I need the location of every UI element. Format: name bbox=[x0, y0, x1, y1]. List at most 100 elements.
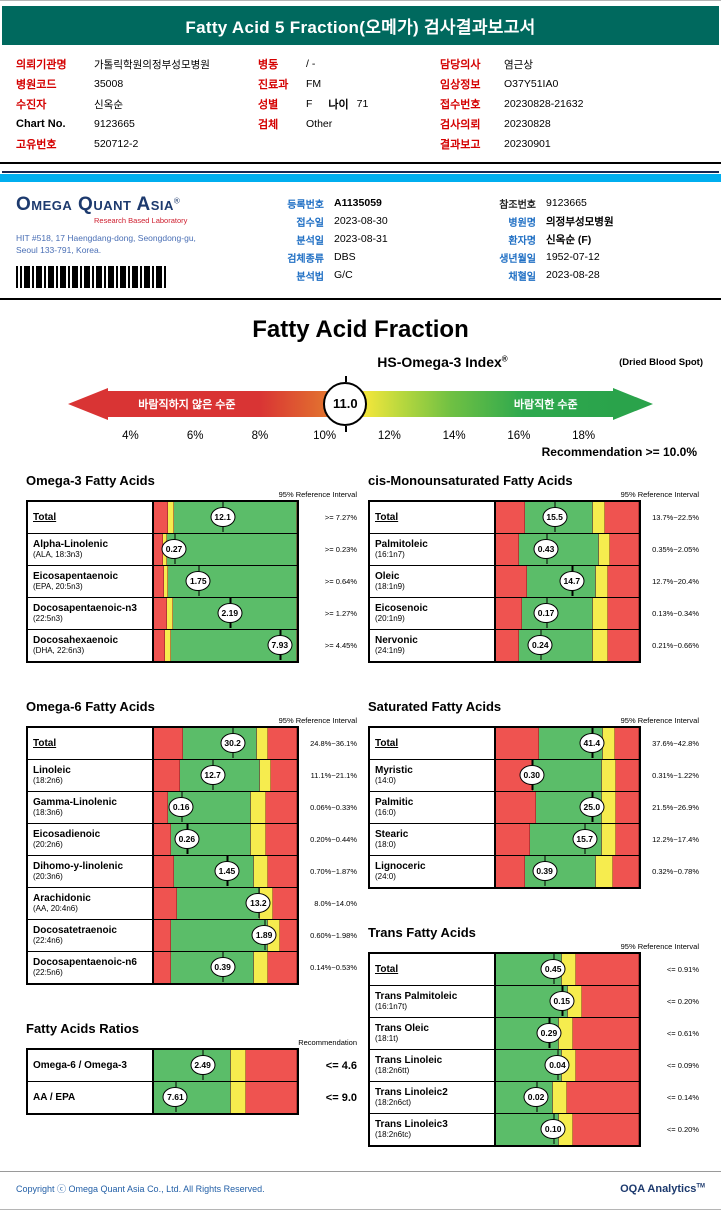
section-omega6: Omega-6 Fatty Acids 95% Reference Interv… bbox=[26, 699, 357, 985]
range-segment bbox=[254, 951, 269, 983]
info-row: 검체종류 DBS bbox=[268, 248, 480, 266]
gauge-header: HS-Omega-3 Index® (Dried Blood Spot) bbox=[0, 354, 721, 374]
info-value: 71 bbox=[356, 98, 369, 110]
fatty-acid-notation: (22:5n6) bbox=[33, 968, 63, 978]
value-marker: 0.27 bbox=[161, 534, 187, 565]
gauge-title: HS-Omega-3 Index® bbox=[377, 354, 507, 370]
info-value: 2023-08-31 bbox=[334, 233, 388, 245]
range-segment bbox=[496, 501, 525, 533]
logo-text: Omega Quant Asia bbox=[16, 194, 174, 215]
value-marker: 0.30 bbox=[519, 760, 545, 791]
table-row: Trans Oleic (18:1t) 0.29 bbox=[370, 1017, 639, 1050]
gauge-axis: 4% 6% 8% 10% 12% 14% 16% 18% bbox=[98, 430, 616, 442]
range-bar: 41.4 bbox=[496, 727, 639, 759]
value-marker: 7.61 bbox=[162, 1082, 188, 1113]
table-row: Total 30.2 bbox=[28, 727, 297, 760]
reference-values: 24.8%~36.1% 11.1%~21.1% 0.06%~0.33% 0.20%~0… bbox=[299, 728, 357, 984]
blue-divider-bar bbox=[0, 174, 721, 182]
reference-value: <= 0.09% bbox=[666, 1061, 699, 1071]
range-bar: 0.10 bbox=[496, 1113, 639, 1145]
range-segment bbox=[607, 597, 639, 629]
reference-interval-header: 95% Reference Interval bbox=[620, 941, 699, 951]
info-row: 채혈일 2023-08-28 bbox=[480, 266, 705, 284]
reference-value: <= 0.14% bbox=[666, 1093, 699, 1103]
info-value: DBS bbox=[334, 251, 356, 263]
fatty-acid-name: Palmitoleic bbox=[375, 538, 428, 550]
range-segment bbox=[593, 629, 608, 661]
trademark-mark: TM bbox=[696, 1182, 705, 1189]
info-value: G/C bbox=[334, 269, 353, 281]
info-value: 9123665 bbox=[546, 197, 587, 209]
fatty-acid-name-cell: Docosapentaenoic-n6 (22:5n6) bbox=[28, 951, 154, 983]
reference-value: 0.14%~0.53% bbox=[310, 963, 357, 973]
info-label: 검체 bbox=[258, 119, 279, 131]
info-label: 분석법 bbox=[296, 271, 324, 283]
chart-sections: Omega-3 Fatty Acids 95% Reference Interv… bbox=[0, 459, 721, 1147]
range-segment bbox=[576, 953, 639, 985]
omega-quant-logo: Omega Quant Asia® bbox=[16, 194, 268, 216]
info-label: 임상정보 bbox=[440, 79, 481, 91]
table-row: Dihomo-y-linolenic (20:3n6) 1.45 bbox=[28, 855, 297, 888]
info-row: 임상정보 O37Y51IA0 bbox=[440, 74, 705, 94]
report-footer: Copyright ⓒ Omega Quant Asia Co., Ltd. A… bbox=[0, 1171, 721, 1209]
range-segment bbox=[254, 855, 269, 887]
table-row: Stearic (18:0) 15.7 bbox=[370, 823, 639, 856]
fatty-acid-notation: (18:3n6) bbox=[33, 808, 63, 818]
fatty-acid-name: Oleic bbox=[375, 570, 400, 582]
range-segment bbox=[256, 727, 269, 759]
info-label: 검체종류 bbox=[287, 253, 324, 265]
range-segment bbox=[154, 565, 164, 597]
reference-value: 0.35%~2.05% bbox=[652, 545, 699, 555]
value-marker: 0.26 bbox=[174, 824, 200, 855]
range-segment bbox=[558, 1017, 574, 1049]
section-title: Omega-6 Fatty Acids bbox=[26, 698, 155, 714]
reference-values: <= 0.91% <= 0.20% <= 0.61% <= 0.09% <= 0.14%… bbox=[641, 954, 699, 1146]
patient-info-col3: 담당의사 염근상 임상정보 O37Y51IA0 접수번호 20230828-21632 검사… bbox=[440, 54, 705, 154]
info-row: 접수번호 20230828-21632 bbox=[440, 94, 705, 114]
value-marker: 1.45 bbox=[214, 856, 240, 887]
range-segment bbox=[154, 823, 172, 855]
table-row: Palmitoleic (16:1n7) 0.43 bbox=[370, 533, 639, 566]
lab-info-section: Omega Quant Asia® Research Based Laborat… bbox=[0, 182, 721, 300]
section-omega3: Omega-3 Fatty Acids 95% Reference Interv… bbox=[26, 473, 357, 663]
fatty-acid-notation: (22:4n6) bbox=[33, 936, 63, 946]
value-marker: 0.02 bbox=[523, 1082, 549, 1113]
value-marker: 12.7 bbox=[200, 760, 226, 791]
fatty-acid-name: Omega-6 / Omega-3 bbox=[33, 1059, 127, 1071]
info-value: 20230828-21632 bbox=[504, 98, 584, 110]
info-row: 검사의뢰 20230828 bbox=[440, 114, 705, 134]
info-label: 의뢰기관명 bbox=[16, 59, 67, 71]
fatty-acid-name-cell: Eicosadienoic (20:2n6) bbox=[28, 823, 154, 855]
reference-interval-header: 95% Reference Interval bbox=[620, 489, 699, 499]
range-bar: 0.15 bbox=[496, 985, 639, 1017]
reference-value: 0.06%~0.33% bbox=[310, 803, 357, 813]
table-row: Eicosapentaenoic (EPA, 20:5n3) 1.75 bbox=[28, 565, 297, 598]
axis-tick-label: 18% bbox=[572, 429, 596, 442]
table-row: Oleic (18:1n9) 14.7 bbox=[370, 565, 639, 598]
range-segment bbox=[154, 727, 183, 759]
fatty-acid-name-cell: Total bbox=[370, 501, 496, 533]
fatty-acid-name: Total bbox=[375, 737, 399, 749]
reference-value: <= 9.0 bbox=[325, 1091, 357, 1104]
fatty-acid-name-cell: Docosatetraenoic (22:4n6) bbox=[28, 919, 154, 951]
fatty-acid-name-cell: Gamma-Linolenic (18:3n6) bbox=[28, 791, 154, 823]
section-trans: Trans Fatty Acids 95% Reference Interval… bbox=[368, 925, 699, 1147]
fatty-acid-name-cell: AA / EPA bbox=[28, 1081, 154, 1113]
fatty-acid-notation: (EPA, 20:5n3) bbox=[33, 582, 83, 592]
fatty-acid-notation: (18:2n6tc) bbox=[375, 1130, 412, 1140]
range-bar: 0.17 bbox=[496, 597, 639, 629]
info-label: 병원코드 bbox=[16, 79, 57, 91]
fatty-acid-name: Trans Linoleic3 bbox=[375, 1118, 448, 1130]
info-row: 분석일 2023-08-31 bbox=[268, 230, 480, 248]
fatty-acid-name: Arachidonic bbox=[33, 892, 91, 904]
axis-tick-label: 8% bbox=[251, 429, 269, 442]
fatty-acid-name-cell: Lignoceric (24:0) bbox=[370, 855, 496, 887]
reference-values: 37.6%~42.8% 0.31%~1.22% 21.5%~26.9% 12.2%~1… bbox=[641, 728, 699, 888]
range-segment bbox=[610, 533, 639, 565]
table-row: Eicosenoic (20:1n9) 0.17 bbox=[370, 597, 639, 630]
reference-value: 0.31%~1.22% bbox=[652, 771, 699, 781]
fatty-acid-notation: (18:0) bbox=[375, 840, 396, 850]
range-segment bbox=[279, 919, 297, 951]
value-marker: 0.15 bbox=[549, 986, 575, 1017]
fatty-acid-name: Trans Linoleic2 bbox=[375, 1086, 448, 1098]
